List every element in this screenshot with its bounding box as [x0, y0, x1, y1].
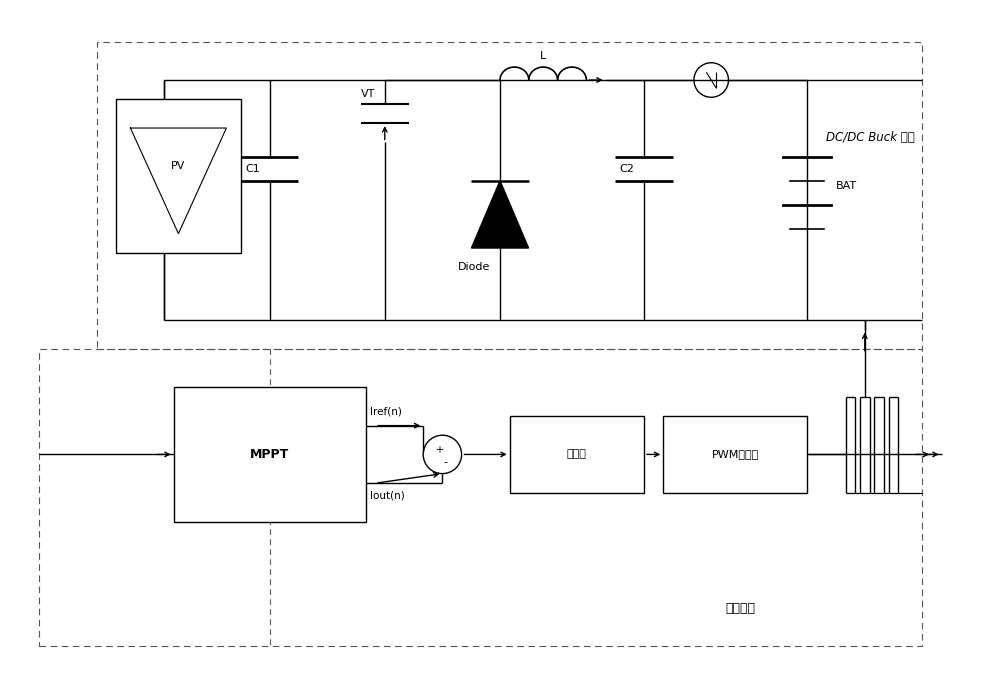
Text: VT: VT — [361, 90, 375, 99]
Bar — [116, 99, 241, 253]
Text: Iout(n): Iout(n) — [370, 491, 405, 501]
Text: PV: PV — [171, 161, 186, 172]
Text: C2: C2 — [620, 164, 634, 174]
Text: 控制部分: 控制部分 — [725, 601, 755, 615]
Bar — [97, 41, 922, 349]
Text: +: + — [436, 444, 444, 455]
Text: L: L — [540, 51, 546, 61]
Text: PWM生成器: PWM生成器 — [712, 449, 759, 460]
Text: Iref(n): Iref(n) — [370, 406, 402, 416]
Text: MPPT: MPPT — [250, 448, 289, 461]
Text: Diode: Diode — [458, 263, 490, 272]
Text: -: - — [443, 457, 447, 467]
Text: C1: C1 — [245, 164, 260, 174]
Text: BAT: BAT — [836, 181, 857, 191]
Bar — [663, 416, 807, 493]
Bar — [510, 416, 644, 493]
Polygon shape — [471, 181, 529, 248]
Text: 调节器: 调节器 — [567, 449, 587, 460]
Bar — [174, 387, 366, 522]
Text: DC/DC Buck 电路: DC/DC Buck 电路 — [826, 131, 915, 144]
Bar — [39, 349, 922, 646]
Polygon shape — [130, 128, 226, 234]
